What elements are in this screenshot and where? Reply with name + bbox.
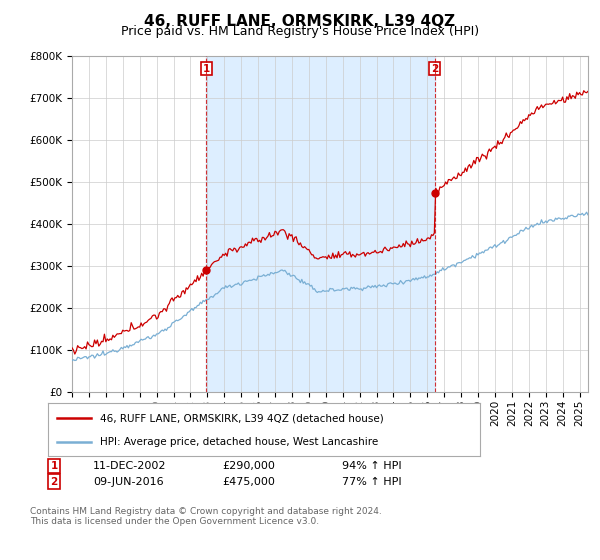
Text: 09-JUN-2016: 09-JUN-2016 (93, 477, 164, 487)
Text: 1: 1 (50, 461, 58, 471)
Text: 1: 1 (203, 64, 210, 73)
Text: Contains HM Land Registry data © Crown copyright and database right 2024.
This d: Contains HM Land Registry data © Crown c… (30, 507, 382, 526)
Text: 46, RUFF LANE, ORMSKIRK, L39 4QZ: 46, RUFF LANE, ORMSKIRK, L39 4QZ (145, 14, 455, 29)
Text: £475,000: £475,000 (222, 477, 275, 487)
Text: 46, RUFF LANE, ORMSKIRK, L39 4QZ (detached house): 46, RUFF LANE, ORMSKIRK, L39 4QZ (detach… (100, 413, 383, 423)
Text: 11-DEC-2002: 11-DEC-2002 (93, 461, 167, 471)
Text: HPI: Average price, detached house, West Lancashire: HPI: Average price, detached house, West… (100, 436, 378, 446)
Text: 2: 2 (431, 64, 439, 73)
Text: Price paid vs. HM Land Registry's House Price Index (HPI): Price paid vs. HM Land Registry's House … (121, 25, 479, 38)
Text: £290,000: £290,000 (222, 461, 275, 471)
Bar (206, 56, 435, 392)
Text: 77% ↑ HPI: 77% ↑ HPI (342, 477, 401, 487)
Text: 2: 2 (50, 477, 58, 487)
Text: 94% ↑ HPI: 94% ↑ HPI (342, 461, 401, 471)
